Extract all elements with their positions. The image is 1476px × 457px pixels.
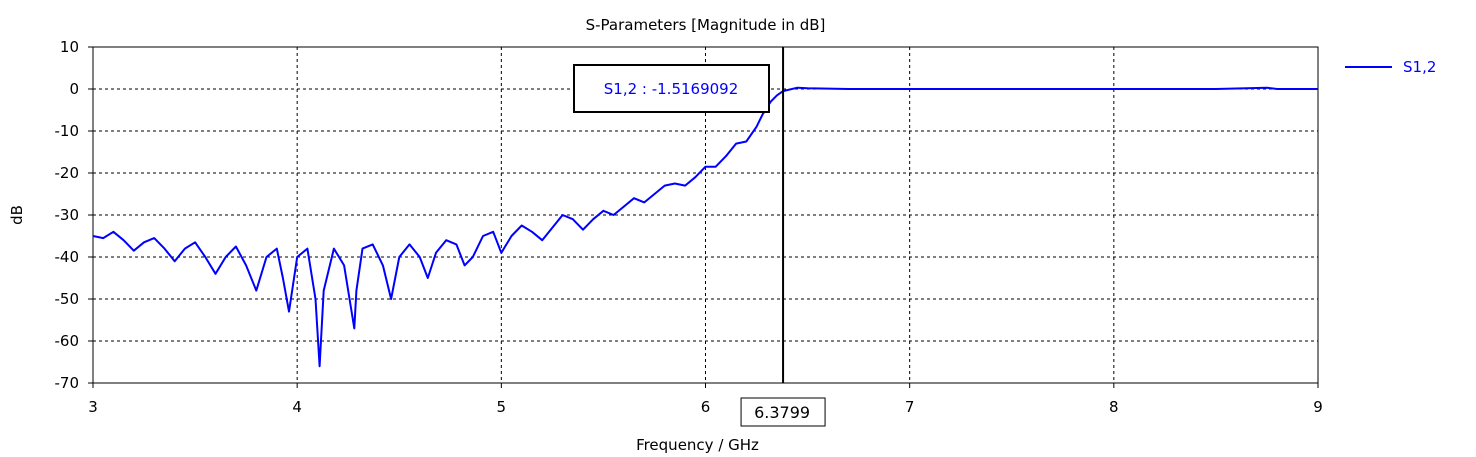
legend-label-s12: S1,2	[1403, 58, 1436, 76]
x-tick-label: 4	[292, 398, 302, 416]
x-axis-label: Frequency / GHz	[636, 436, 759, 454]
y-tick-label: -70	[55, 374, 80, 392]
y-tick-label: -10	[55, 122, 80, 140]
y-tick-label: -50	[55, 290, 80, 308]
y-tick-label: -40	[55, 248, 80, 266]
y-tick-label: -60	[55, 332, 80, 350]
x-tick-label: 5	[497, 398, 507, 416]
y-axis-label: dB	[8, 205, 26, 225]
x-tick-label: 9	[1313, 398, 1323, 416]
y-tick-label: 0	[69, 80, 79, 98]
cursor-value-box[interactable]: 6.3799	[740, 397, 826, 427]
series-line-s12	[92, 86, 1318, 368]
chart-title: S-Parameters [Magnitude in dB]	[586, 16, 826, 34]
y-axis-ticks: 10 0 -10 -20 -30 -40 -50 -60 -70	[55, 38, 93, 392]
x-tick-label: 7	[905, 398, 915, 416]
cursor-value-label: 6.3799	[754, 403, 810, 422]
y-tick-label: -30	[55, 206, 80, 224]
x-tick-label: 6	[701, 398, 711, 416]
x-tick-label: 8	[1109, 398, 1119, 416]
marker-annotation[interactable]: S1,2 : -1.5169092	[573, 64, 770, 113]
x-tick-label: 3	[88, 398, 98, 416]
legend[interactable]: S1,2	[1345, 58, 1436, 76]
y-tick-label: 10	[60, 38, 79, 56]
x-axis-ticks: 3 4 5 6 7 8 9	[88, 383, 1323, 416]
series-layer	[92, 86, 1318, 368]
y-tick-label: -20	[55, 164, 80, 182]
marker-annotation-label: S1,2 : -1.5169092	[604, 80, 739, 98]
